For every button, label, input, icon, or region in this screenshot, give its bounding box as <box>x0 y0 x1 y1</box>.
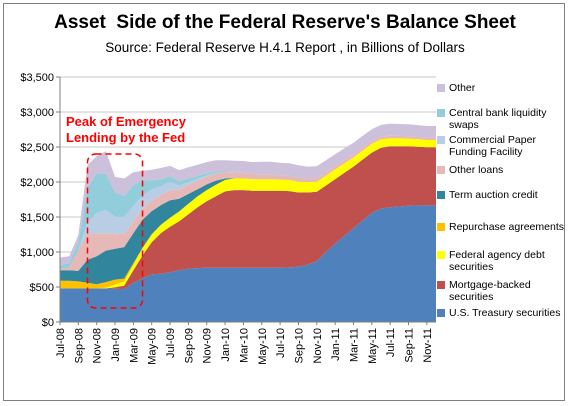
legend-swatch <box>437 166 445 174</box>
legend-label: Other <box>449 82 476 94</box>
y-tick-label: $500 <box>30 282 54 294</box>
y-tick-label: $1,500 <box>20 212 54 224</box>
legend-swatch <box>437 309 445 317</box>
y-tick-label: $3,500 <box>20 72 54 84</box>
x-tick-label: Sep-09 <box>183 328 195 363</box>
y-tick-label: $3,000 <box>20 107 54 119</box>
x-tick-label: May-09 <box>147 328 159 365</box>
x-tick-label: Jan-11 <box>330 328 342 361</box>
x-tick-label: Nov-08 <box>92 328 104 363</box>
area-series <box>60 205 436 322</box>
legend-item: Mortgage-backed securities <box>437 279 564 303</box>
annotation-label: Lending by the Fed <box>66 130 185 145</box>
legend-item: Central bank liquidity swaps <box>437 107 564 131</box>
y-tick-label: $2,000 <box>20 177 54 189</box>
x-tick-label: Mar-10 <box>238 328 250 363</box>
legend-swatch <box>437 281 445 289</box>
chart-title: Asset Side of the Federal Reserve's Bala… <box>54 12 516 33</box>
x-tick-label: Nov-10 <box>312 328 324 363</box>
area-series <box>60 146 436 290</box>
legend-swatch <box>437 136 445 144</box>
x-tick-label: Nov-09 <box>202 328 214 363</box>
legend-label: U.S. Treasury securities <box>449 307 561 319</box>
legend-swatch <box>437 251 445 259</box>
legend-item: Commercial Paper Funding Facility <box>437 134 564 158</box>
y-tick-label: $1,000 <box>20 247 54 259</box>
chart-subtitle: Source: Federal Reserve H.4.1 Report , i… <box>105 40 465 55</box>
legend-item: Other <box>437 82 564 94</box>
x-tick-label: Sep-08 <box>73 328 85 363</box>
legend-swatch <box>437 84 445 92</box>
legend-item: U.S. Treasury securities <box>437 307 564 319</box>
legend-swatch <box>437 223 445 231</box>
legend-swatch <box>437 109 445 117</box>
x-tick-label: Nov-11 <box>422 328 434 363</box>
plot-area: $0 $500 $1,000 $1,500 $2,000 $2,500 $3,000 $3,5… <box>20 72 436 365</box>
legend-item: Other loans <box>437 164 564 176</box>
chart-frame: Asset Side of the Federal Reserve's Bala… <box>3 3 565 401</box>
x-tick-label: Jul-10 <box>275 328 287 358</box>
x-tick-label: Jan-10 <box>220 328 232 362</box>
y-tick-label: $2,500 <box>20 142 54 154</box>
legend-label: Other loans <box>449 164 504 176</box>
legend-label: Mortgage-backed securities <box>449 279 531 303</box>
legend-label: Commercial Paper Funding Facility <box>449 134 536 158</box>
legend-label: Central bank liquidity swaps <box>449 107 547 131</box>
x-tick-label: May-11 <box>367 328 379 364</box>
y-tick-label: $0 <box>42 317 54 329</box>
area-series <box>60 135 436 269</box>
legend-item: Federal agency debt securities <box>437 249 564 273</box>
x-tick-label: Jul-11 <box>385 328 397 357</box>
legend-swatch <box>437 191 445 199</box>
legend-item: Term auction credit <box>437 189 564 201</box>
x-tick-label: Jul-08 <box>55 328 67 358</box>
legend-label: Federal agency debt securities <box>449 249 545 273</box>
x-tick-label: Mar-11 <box>348 328 360 362</box>
x-tick-label: Sep-11 <box>403 328 415 363</box>
x-tick-label: Jul-09 <box>165 328 177 358</box>
annotation-box <box>86 153 144 309</box>
x-tick-label: May-10 <box>257 328 269 365</box>
x-tick-label: Sep-10 <box>293 328 305 363</box>
area-series <box>60 123 436 265</box>
x-tick-label: Jan-09 <box>110 328 122 362</box>
x-tick-label: Mar-09 <box>128 328 140 363</box>
area-series <box>60 138 436 285</box>
legend-label: Repurchase agreements <box>449 221 564 233</box>
legend-item: Repurchase agreements <box>437 221 564 233</box>
legend-label: Term auction credit <box>449 189 538 201</box>
annotation-label: Peak of Emergency <box>66 114 187 129</box>
